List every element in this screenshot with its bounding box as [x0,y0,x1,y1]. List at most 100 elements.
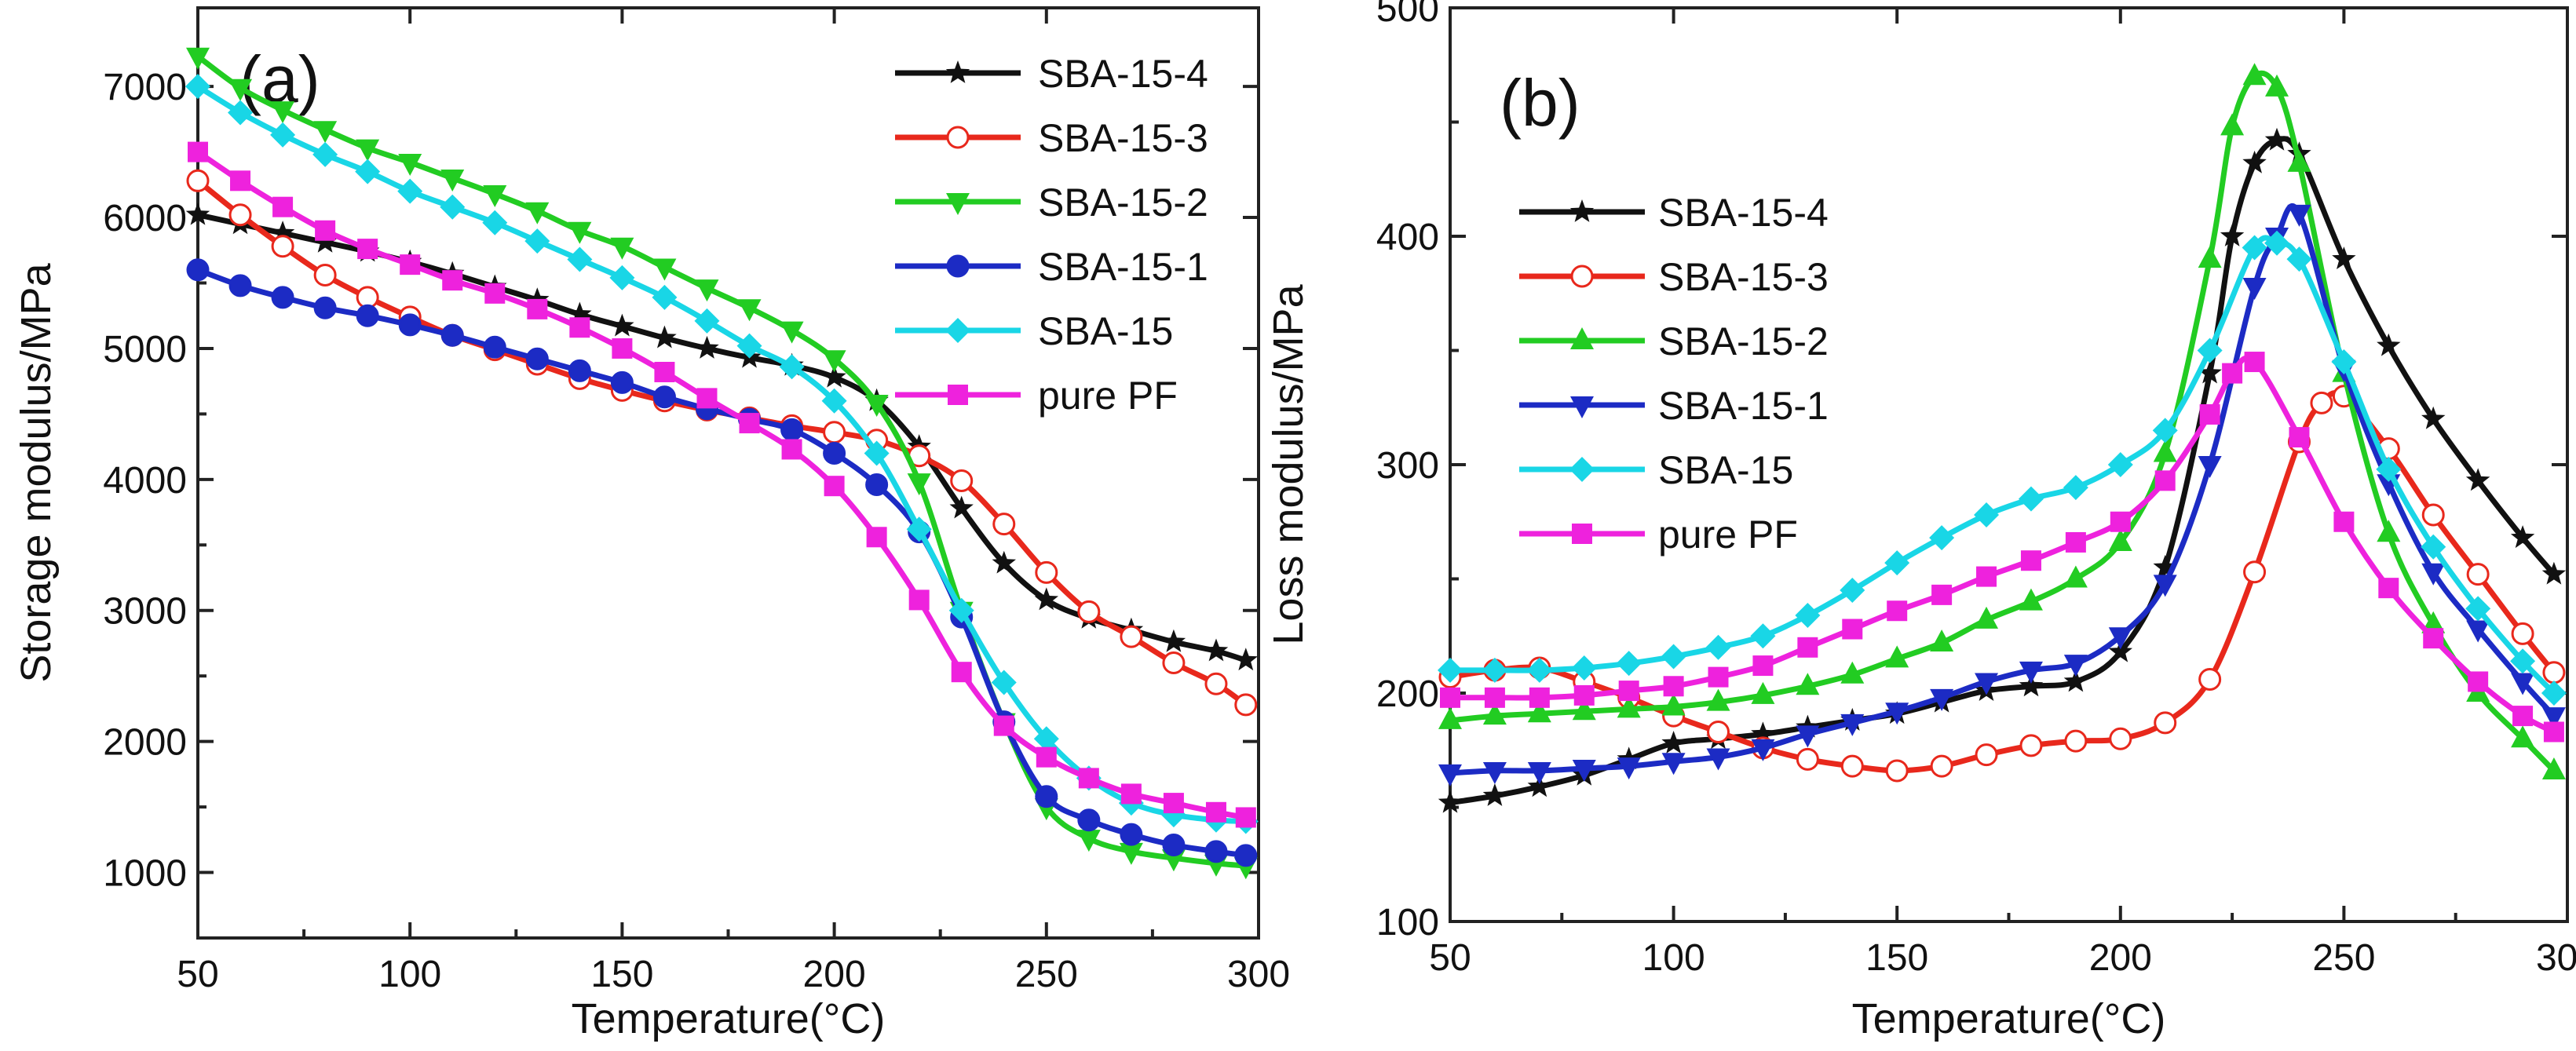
data-point [568,221,592,244]
data-point [2244,352,2265,373]
y-tick-label: 400 [1376,217,1439,258]
x-tick-label: 200 [2089,937,2152,979]
data-point [1840,713,1865,736]
y-axis-title: Loss modulus/MPa [1265,283,1312,644]
data-point [270,221,295,243]
data-point [2220,113,2245,136]
data-point [1163,793,1184,814]
data-point [1572,760,1596,783]
data-point [696,388,718,409]
data-point [1974,502,2000,528]
data-point [1571,655,1597,681]
data-point [2289,427,2310,448]
data-point [2543,721,2564,743]
legend-label: pure PF [1658,513,1798,557]
legend-item: pure PF [1519,513,1798,557]
data-point [1840,578,1865,604]
legend-marker [945,318,970,343]
data-point [821,388,847,414]
data-point [1840,754,1864,778]
y-axis-title: Storage modulus/MPa [13,262,60,682]
data-point [1527,761,1551,784]
data-point [228,100,254,126]
data-point [2020,550,2041,571]
data-point [2465,596,2491,622]
data-point [866,527,887,548]
data-point [2063,565,2088,588]
data-point [2542,661,2566,684]
data-point [398,313,422,337]
data-point [780,418,804,441]
data-point [610,370,634,394]
data-point [356,139,380,162]
data-point [2264,127,2289,151]
data-point [2063,655,2088,677]
data-point [400,254,421,276]
data-point [2242,150,2267,173]
data-point [822,364,846,388]
data-point [2108,627,2132,650]
data-point [2265,74,2289,97]
data-point [568,301,592,325]
data-point [991,670,1017,695]
data-point [1975,743,1998,767]
data-point [652,385,676,409]
data-point [2199,403,2220,425]
data-point [2541,757,2566,779]
series-pure-pf [188,141,1256,828]
data-point [1617,695,1641,718]
legend-item: SBA-15-2 [895,181,1208,224]
data-point [2333,511,2355,532]
data-point [1204,840,1228,863]
data-point [185,202,210,225]
data-point [2511,673,2535,695]
data-point [1885,759,1909,783]
data-point [2421,611,2446,633]
data-point [1975,673,1999,695]
data-point [1233,648,1258,671]
data-point [1705,634,1731,660]
data-point [2153,555,2177,578]
data-point [1930,688,1954,711]
data-point [823,441,846,465]
data-point [779,354,805,380]
data-point [312,141,338,167]
data-point [652,325,677,349]
x-axis-title: Temperature(°C) [572,995,886,1042]
data-point [2421,534,2446,560]
series-sba-15-1 [1438,203,2566,786]
data-point [2332,246,2356,269]
data-point [1931,584,1953,605]
data-point [312,229,338,253]
x-tick-label: 50 [1429,937,1471,979]
data-point [1120,783,1142,805]
data-point [992,513,1016,536]
data-point [2154,470,2176,491]
data-point [1438,790,1463,813]
data-point [484,283,506,304]
data-point [186,169,210,192]
data-point [2421,503,2445,527]
data-point [1661,731,1686,754]
data-point [1930,629,1954,651]
data-point [822,350,846,373]
data-point [1078,768,1099,789]
data-point [442,270,463,291]
y-tick-label: 7000 [103,67,187,108]
data-point [230,170,251,192]
data-point [2287,204,2311,227]
legend-marker [945,60,970,83]
x-tick-label: 150 [1865,937,1928,979]
data-point [1482,761,1507,784]
data-point [1707,720,1730,743]
legend-item: SBA-15-4 [895,52,1208,96]
data-point [1034,587,1058,611]
data-point [1527,700,1551,723]
data-point [1885,645,1909,668]
data-point [610,237,634,260]
data-point [695,279,719,302]
data-point [2264,230,2290,256]
data-point [398,153,422,176]
data-point [2331,349,2357,375]
